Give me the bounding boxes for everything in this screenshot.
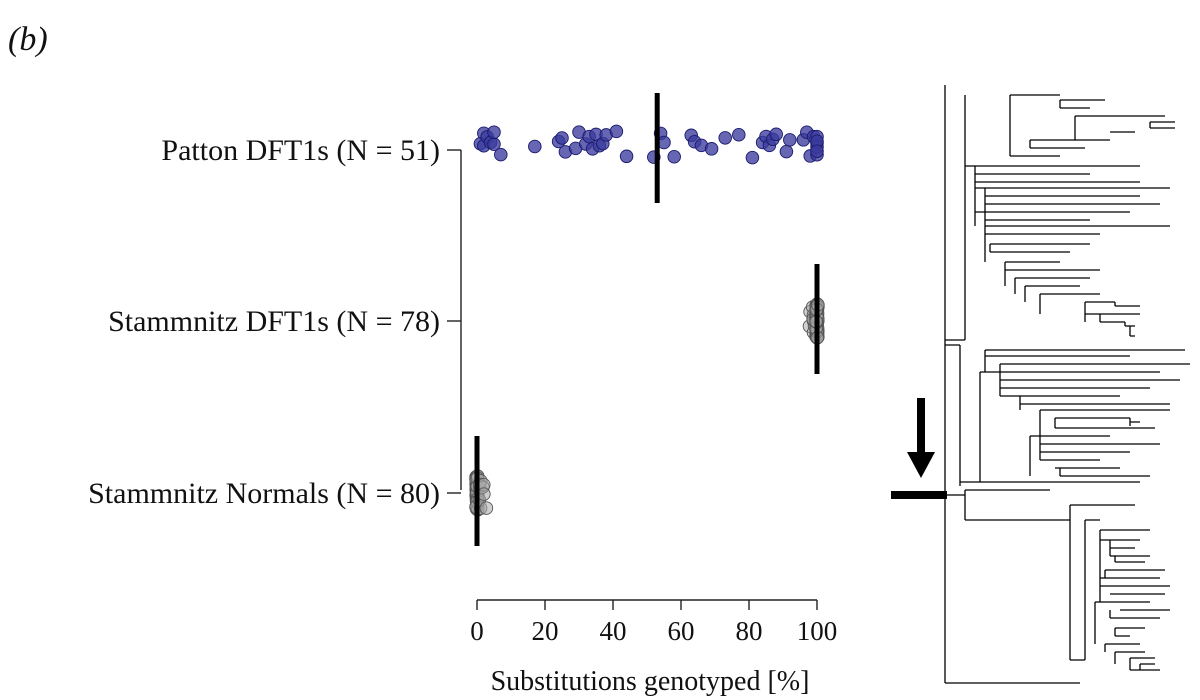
data-point	[704, 142, 719, 156]
data-point	[494, 147, 508, 162]
category-labels: Patton DFT1s (N = 51) Stammnitz DFT1s (N…	[88, 134, 440, 510]
x-axis-title: Substitutions genotyped [%]	[491, 666, 810, 697]
x-tick-label: 100	[797, 616, 838, 646]
tree-branch-highlight	[891, 491, 947, 499]
data-point	[609, 124, 624, 139]
x-ticks	[476, 600, 818, 610]
arrow-down-icon	[907, 398, 935, 478]
phylogenetic-tree	[944, 85, 1190, 684]
x-tick-label: 60	[668, 616, 695, 646]
data-point	[667, 150, 681, 164]
panel-label: (b)	[8, 21, 48, 58]
tree-branches	[944, 85, 1190, 684]
data-point	[732, 128, 746, 142]
x-tick-labels: 0 20 40 60 80 100	[470, 616, 837, 646]
category-label-stammnitz-dft1: Stammnitz DFT1s (N = 78)	[108, 305, 440, 338]
data-point	[479, 501, 494, 515]
chart-axes	[460, 150, 817, 601]
data-points	[469, 124, 825, 517]
data-point	[769, 127, 783, 142]
x-tick-label: 40	[600, 616, 627, 646]
data-point	[810, 144, 824, 158]
data-point	[779, 144, 794, 159]
data-point	[718, 131, 732, 145]
x-tick-label: 0	[470, 616, 484, 646]
y-ticks	[447, 149, 461, 494]
data-point	[487, 125, 501, 139]
data-point	[528, 139, 542, 154]
x-tick-label: 20	[532, 616, 559, 646]
category-label-stammnitz-normals: Stammnitz Normals (N = 80)	[88, 477, 440, 510]
median-lines	[474, 93, 820, 546]
data-point	[745, 150, 760, 165]
data-point	[783, 133, 797, 147]
x-tick-label: 80	[736, 616, 763, 646]
data-point	[555, 131, 569, 145]
data-point	[619, 149, 634, 164]
category-label-patton: Patton DFT1s (N = 51)	[161, 134, 440, 167]
